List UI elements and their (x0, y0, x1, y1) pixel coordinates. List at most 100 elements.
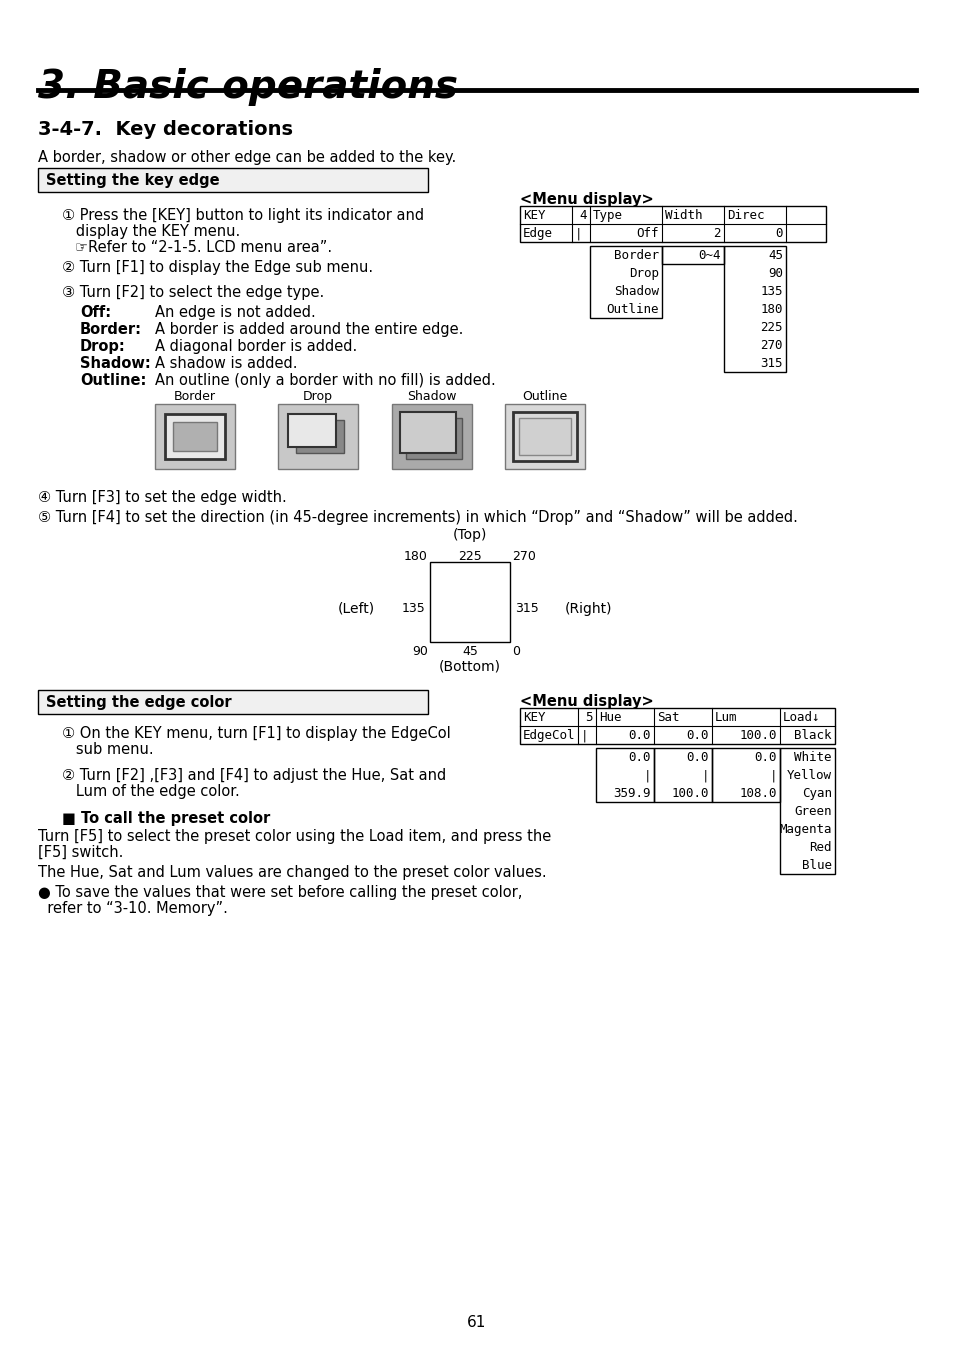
Text: 5: 5 (585, 710, 593, 724)
Text: A shadow is added.: A shadow is added. (154, 356, 297, 371)
Bar (519, 206, 825, 243)
Text: 90: 90 (767, 267, 782, 280)
Text: 45: 45 (767, 249, 782, 262)
Text: 0.0: 0.0 (628, 729, 650, 741)
Bar (589, 245, 661, 318)
Text: [F5] switch.: [F5] switch. (38, 845, 123, 860)
Text: (Right): (Right) (564, 603, 612, 616)
Text: 270: 270 (760, 338, 782, 352)
Bar (654, 748, 711, 802)
Text: ② Turn [F1] to display the Edge sub menu.: ② Turn [F1] to display the Edge sub menu… (62, 260, 373, 275)
Text: ③ Turn [F2] to select the edge type.: ③ Turn [F2] to select the edge type. (62, 284, 324, 301)
Text: Outline: Outline (522, 390, 567, 403)
Text: ● To save the values that were set before calling the preset color,: ● To save the values that were set befor… (38, 886, 522, 900)
Text: 135: 135 (401, 603, 424, 615)
Bar (392, 404, 472, 469)
Text: Green: Green (794, 805, 831, 818)
Text: 315: 315 (760, 357, 782, 369)
Text: Edge: Edge (522, 226, 553, 240)
Text: Shadow: Shadow (407, 390, 456, 403)
Text: EdgeCol: EdgeCol (522, 729, 575, 741)
Text: Off:: Off: (80, 305, 111, 319)
Text: display the KEY menu.: display the KEY menu. (62, 224, 240, 239)
Text: ① On the KEY menu, turn [F1] to display the EdgeCol: ① On the KEY menu, turn [F1] to display … (62, 727, 450, 741)
Bar (780, 748, 834, 874)
Text: Red: Red (809, 841, 831, 855)
Bar (277, 404, 357, 469)
Text: Shadow: Shadow (614, 284, 659, 298)
Bar (430, 562, 510, 642)
Text: 0: 0 (775, 226, 782, 240)
Text: 180: 180 (760, 303, 782, 315)
Text: 180: 180 (404, 550, 428, 563)
Text: Magenta: Magenta (779, 824, 831, 836)
Text: Border:: Border: (80, 322, 142, 337)
Text: 0: 0 (512, 644, 519, 658)
Text: (Top): (Top) (453, 528, 487, 542)
Text: refer to “3-10. Memory”.: refer to “3-10. Memory”. (38, 900, 228, 917)
Text: 0~4: 0~4 (698, 249, 720, 262)
Text: |: | (700, 768, 708, 782)
Text: |: | (769, 768, 776, 782)
Text: Drop: Drop (628, 267, 659, 280)
Text: Yellow: Yellow (786, 768, 831, 782)
Text: ① Press the [KEY] button to light its indicator and: ① Press the [KEY] button to light its in… (62, 208, 424, 222)
Text: 45: 45 (461, 644, 477, 658)
Bar (172, 422, 216, 452)
Text: The Hue, Sat and Lum values are changed to the preset color values.: The Hue, Sat and Lum values are changed … (38, 865, 546, 880)
Text: An outline (only a border with no fill) is added.: An outline (only a border with no fill) … (154, 373, 496, 388)
Text: (Bottom): (Bottom) (438, 659, 500, 673)
Text: (Left): (Left) (337, 603, 375, 616)
Text: Hue: Hue (598, 710, 620, 724)
Bar (513, 412, 577, 461)
Text: Border: Border (173, 390, 215, 403)
Text: 2: 2 (713, 226, 720, 240)
Text: Border: Border (614, 249, 659, 262)
Text: 225: 225 (457, 550, 481, 563)
Text: Lum: Lum (714, 710, 737, 724)
Text: KEY: KEY (522, 209, 545, 222)
Text: 100.0: 100.0 (739, 729, 776, 741)
Text: ■ To call the preset color: ■ To call the preset color (62, 811, 270, 826)
Text: Sat: Sat (657, 710, 679, 724)
Text: 0.0: 0.0 (754, 751, 776, 764)
Bar (288, 414, 335, 448)
Text: 100.0: 100.0 (671, 787, 708, 799)
Text: 315: 315 (515, 603, 538, 615)
Text: 135: 135 (760, 284, 782, 298)
Text: 225: 225 (760, 321, 782, 334)
Text: Lum of the edge color.: Lum of the edge color. (62, 785, 239, 799)
Bar (711, 748, 780, 802)
Text: Off: Off (636, 226, 659, 240)
Bar (596, 748, 654, 802)
Text: A border is added around the entire edge.: A border is added around the entire edge… (154, 322, 463, 337)
Text: ② Turn [F2] ,[F3] and [F4] to adjust the Hue, Sat and: ② Turn [F2] ,[F3] and [F4] to adjust the… (62, 768, 446, 783)
Text: A diagonal border is added.: A diagonal border is added. (154, 338, 356, 355)
Text: Setting the key edge: Setting the key edge (46, 173, 219, 187)
Text: Black: Black (794, 729, 831, 741)
Text: Drop: Drop (303, 390, 333, 403)
Text: 4: 4 (578, 209, 586, 222)
Text: A border, shadow or other edge can be added to the key.: A border, shadow or other edge can be ad… (38, 150, 456, 164)
Text: 90: 90 (412, 644, 428, 658)
Bar (518, 418, 571, 456)
Text: Cyan: Cyan (801, 787, 831, 799)
Text: 3-4-7.  Key decorations: 3-4-7. Key decorations (38, 120, 293, 139)
Text: ☞Refer to “2-1-5. LCD menu area”.: ☞Refer to “2-1-5. LCD menu area”. (75, 240, 332, 255)
Text: 108.0: 108.0 (739, 787, 776, 799)
Bar (154, 404, 234, 469)
Text: 61: 61 (467, 1316, 486, 1330)
Bar (504, 404, 584, 469)
Text: 0.0: 0.0 (628, 751, 650, 764)
Text: Turn [F5] to select the preset color using the Load item, and press the: Turn [F5] to select the preset color usi… (38, 829, 551, 844)
Text: Direc: Direc (726, 209, 763, 222)
Text: An edge is not added.: An edge is not added. (154, 305, 315, 319)
Text: Setting the edge color: Setting the edge color (46, 696, 232, 710)
Text: Blue: Blue (801, 859, 831, 872)
Text: <Menu display>: <Menu display> (519, 191, 653, 208)
Text: |: | (580, 729, 588, 741)
Text: 270: 270 (512, 550, 536, 563)
Bar (38, 690, 428, 714)
Bar (295, 421, 344, 453)
Text: |: | (575, 226, 582, 240)
